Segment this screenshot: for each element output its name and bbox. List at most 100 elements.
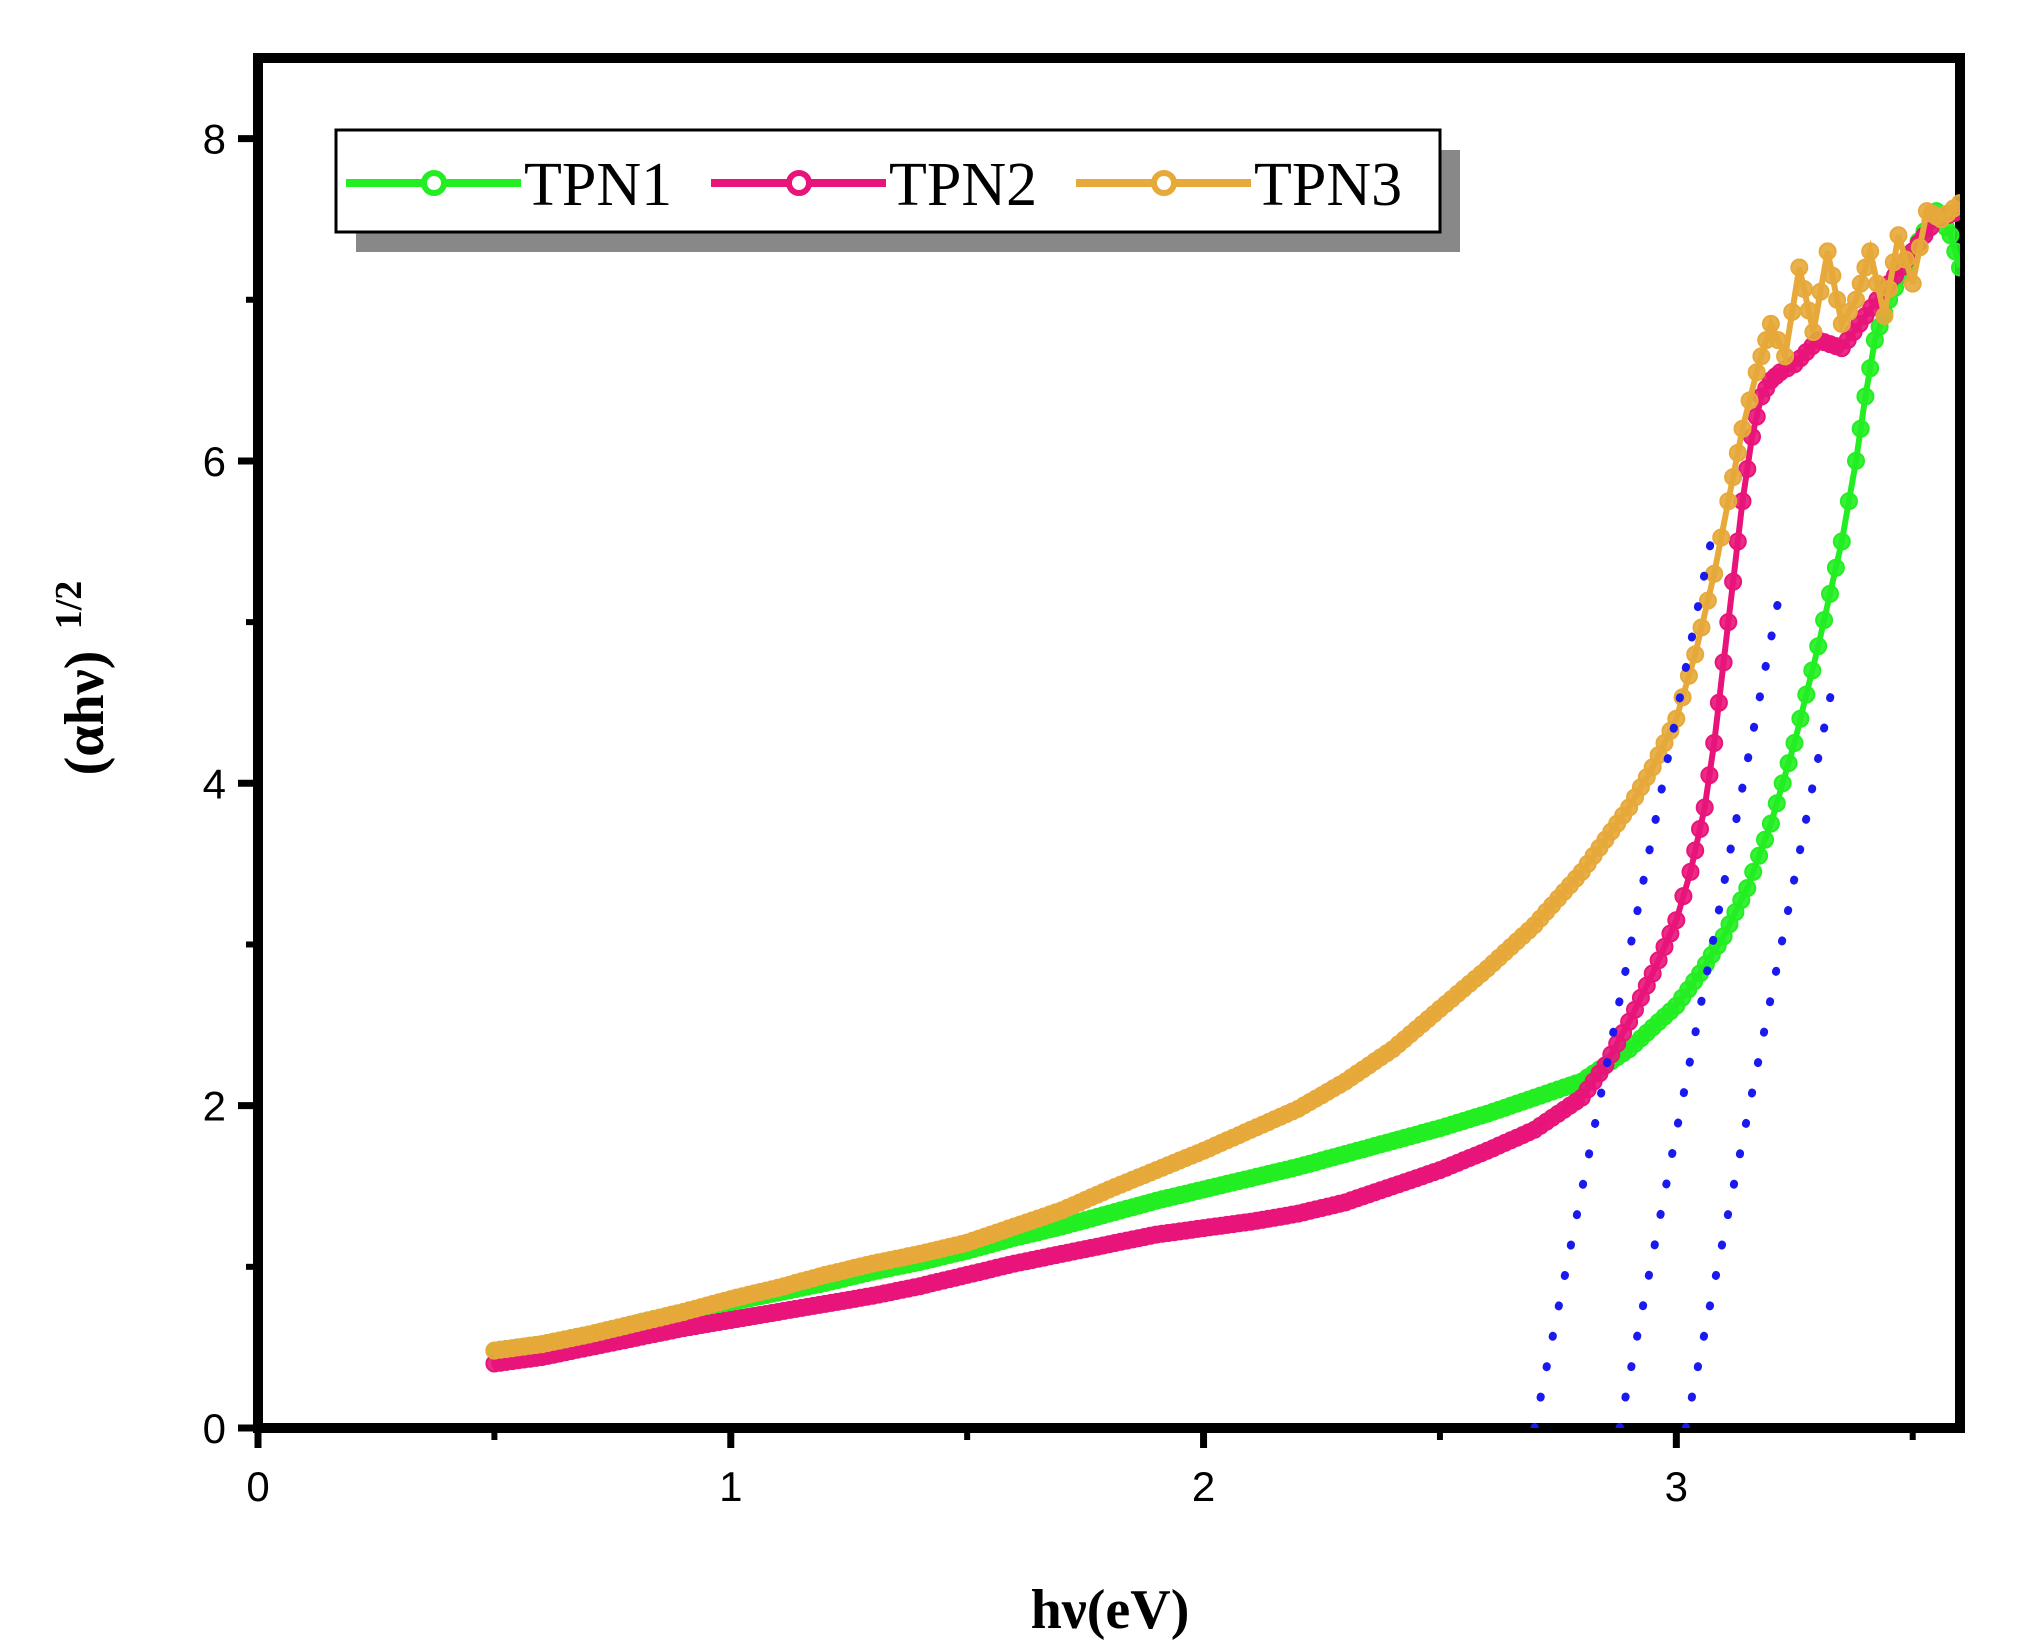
data-point — [1738, 879, 1757, 898]
data-point — [1698, 591, 1717, 610]
data-point — [1861, 242, 1880, 261]
data-point — [1790, 258, 1809, 277]
series-tpn3 — [485, 194, 1960, 1360]
y-axis-title-main: (αhν) — [54, 651, 116, 776]
data-point — [1719, 492, 1738, 511]
data-point — [1681, 862, 1700, 881]
data-point — [1815, 611, 1834, 630]
data-point — [1769, 331, 1787, 350]
data-point — [1700, 766, 1719, 785]
data-point — [1756, 830, 1774, 849]
data-point — [1828, 290, 1847, 309]
data-point — [1856, 258, 1875, 277]
data-point — [1724, 572, 1743, 591]
data-point — [1695, 798, 1714, 817]
data-point — [1821, 584, 1839, 603]
data-point — [1667, 709, 1686, 728]
data-point — [1809, 637, 1828, 656]
data-point — [1811, 282, 1830, 301]
data-point — [1709, 693, 1728, 712]
data-point — [1785, 734, 1804, 752]
data-point — [1747, 363, 1766, 382]
data-point — [1691, 820, 1709, 838]
series-tpn2 — [485, 202, 1960, 1373]
tangent-lines — [1530, 521, 1837, 1428]
data-point — [1705, 564, 1724, 583]
data-point — [1880, 280, 1899, 298]
data-point — [1896, 250, 1915, 269]
y-tick-label: 2 — [203, 1083, 226, 1130]
data-point — [1686, 645, 1705, 664]
data-point — [1776, 347, 1795, 366]
data-point — [1826, 558, 1845, 577]
data-point — [1889, 226, 1908, 245]
data-point — [1767, 794, 1786, 813]
data-point — [1941, 226, 1960, 245]
data-point — [1692, 618, 1711, 637]
y-tick-label: 4 — [203, 760, 226, 807]
data-point — [1839, 492, 1858, 511]
x-tick-label: 2 — [1192, 1463, 1215, 1510]
data-point — [1761, 814, 1780, 833]
y-axis-title: (αhν) 1/2 — [48, 581, 116, 776]
data-point — [1799, 301, 1818, 320]
axis-tick-labels: 0 1 2 3 0 2 4 6 8 — [203, 116, 1688, 1510]
data-point — [1783, 302, 1802, 321]
data-series — [485, 194, 1960, 1373]
plot-frame — [253, 53, 1965, 1433]
legend: TPN1 TPN2 TPN3 — [334, 128, 1460, 252]
data-point — [1750, 846, 1769, 865]
data-point — [1719, 613, 1738, 632]
data-point — [1832, 532, 1851, 551]
data-point — [1674, 887, 1693, 906]
data-point — [1738, 460, 1757, 478]
legend-swatch-marker — [786, 170, 812, 196]
data-point — [1791, 709, 1810, 728]
legend-label: TPN3 — [1254, 151, 1402, 219]
data-point — [1740, 391, 1759, 410]
data-point — [1744, 862, 1763, 881]
legend-label: TPN1 — [524, 151, 672, 219]
legend-swatch-marker — [1151, 170, 1177, 196]
data-point — [1847, 290, 1865, 309]
y-tick-label: 8 — [203, 116, 226, 163]
data-point — [1728, 443, 1747, 462]
data-point — [1951, 194, 1960, 213]
y-axis-title-sup: 1/2 — [48, 581, 90, 630]
tangent-line — [1681, 682, 1837, 1428]
data-point — [1667, 911, 1686, 930]
y-tick-label: 6 — [203, 438, 226, 485]
data-point — [1803, 661, 1822, 680]
data-point — [1851, 274, 1870, 293]
data-point — [1686, 841, 1705, 860]
data-point — [1795, 280, 1813, 298]
x-axis-title: hν(eV) — [1031, 1579, 1190, 1641]
data-point — [1747, 407, 1766, 426]
tangent-line — [1615, 585, 1785, 1428]
data-point — [1705, 734, 1724, 752]
data-point — [1804, 323, 1823, 341]
x-tick-label: 3 — [1665, 1463, 1688, 1510]
legend-entry-tpn1: TPN1 — [346, 151, 672, 219]
data-point — [1773, 774, 1792, 793]
legend-swatch-marker — [421, 170, 447, 196]
data-point — [1714, 653, 1733, 672]
data-point — [1861, 359, 1880, 378]
data-point — [1724, 468, 1743, 487]
data-point — [1856, 387, 1875, 406]
data-point — [1847, 451, 1865, 470]
data-point — [1875, 306, 1894, 325]
data-point — [1761, 314, 1780, 333]
x-tick-label: 0 — [246, 1463, 269, 1510]
data-point — [1951, 258, 1960, 277]
tangent-line — [1530, 521, 1719, 1428]
data-point — [1733, 419, 1752, 438]
data-point — [1903, 274, 1922, 293]
data-point — [1818, 242, 1837, 261]
data-point — [1752, 347, 1771, 366]
data-point — [1910, 238, 1929, 257]
legend-entry-tpn2: TPN2 — [711, 151, 1037, 219]
data-point — [1823, 266, 1842, 285]
data-point — [1712, 528, 1731, 547]
